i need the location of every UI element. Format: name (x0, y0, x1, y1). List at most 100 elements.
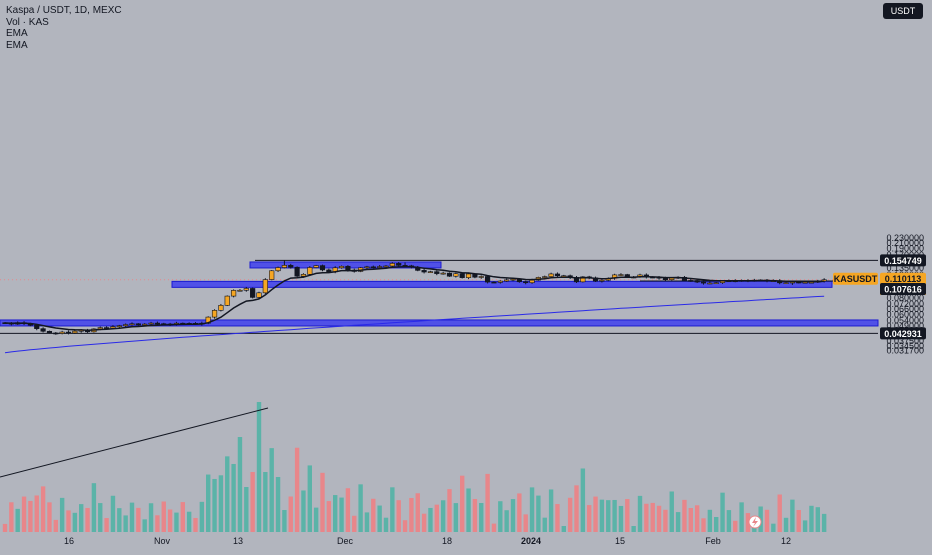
volume-bar (371, 498, 376, 532)
volume-bar (320, 472, 325, 532)
current-price-tag: 0.110113 (880, 272, 926, 285)
volume-bar (688, 508, 693, 532)
candle (504, 278, 510, 282)
legend-volume[interactable]: Vol · KAS (6, 16, 49, 28)
price-tick-label: 0.135000 (886, 263, 924, 273)
candle-body (465, 273, 472, 278)
price-tick-label: 0.060000 (886, 309, 924, 319)
candle (59, 330, 65, 335)
resistance-price-tag-bg (880, 254, 926, 267)
volume-bar (593, 496, 598, 532)
low-price-tag-bg (880, 327, 926, 340)
volume-bar (326, 501, 332, 532)
volume-bar (523, 514, 528, 532)
volume-bar (809, 505, 814, 532)
candle-body (53, 332, 59, 335)
volume-bar (669, 491, 674, 532)
volume-bar (783, 517, 789, 532)
volume-bar (218, 475, 224, 532)
time-tick-label: 12 (781, 536, 791, 546)
volume-bar (707, 509, 713, 532)
volume-bar (155, 515, 160, 532)
volume-bar (574, 485, 579, 532)
volume-bar (161, 501, 166, 532)
volume-bar (567, 497, 573, 532)
symbol-tag-text: KASUSDT (834, 274, 878, 284)
candle-body (110, 326, 116, 329)
volume-bar (656, 505, 662, 532)
symbol-tag: KASUSDT (833, 272, 878, 285)
ema-long-line (4, 295, 825, 354)
candle-body (529, 279, 535, 284)
candle (364, 265, 370, 270)
volume-bar (491, 523, 497, 532)
trend-line (0, 407, 269, 478)
candle-body (211, 310, 218, 318)
volume-bar (587, 505, 592, 532)
candle (65, 330, 72, 335)
candle (383, 265, 389, 268)
candle-body (377, 266, 383, 268)
candle (427, 270, 434, 273)
current-price-tag-text: 0.110113 (885, 274, 922, 284)
volume-bar (294, 447, 300, 532)
candle-body (148, 322, 154, 325)
candle (338, 265, 345, 269)
volume-bar (307, 465, 312, 532)
volume-bar (269, 448, 274, 532)
candle (269, 270, 275, 281)
volume-bar (72, 512, 78, 532)
candle-body (123, 324, 129, 326)
candle-body (46, 330, 53, 334)
candle-body (40, 328, 46, 332)
candle (224, 295, 230, 307)
volume-bar (250, 472, 255, 532)
volume-bar (447, 489, 452, 532)
candle-body (599, 279, 605, 282)
candle (783, 281, 789, 284)
candle (256, 291, 262, 299)
volume-bar (720, 492, 725, 532)
volume-bar (390, 487, 395, 532)
volume-bar (726, 510, 732, 532)
volume-bar (225, 456, 230, 532)
candle (231, 289, 237, 298)
legend-symbol[interactable]: Kaspa / USDT, 1D, MEXC (6, 5, 122, 16)
volume-bar (675, 512, 681, 532)
volume-bar (91, 483, 97, 532)
candle-body (364, 266, 370, 269)
support-price-tag-text: 0.107616 (884, 285, 922, 295)
candle (446, 272, 453, 277)
volume-bar (313, 507, 319, 532)
candle (40, 327, 46, 333)
current-price-tag-bg (880, 272, 926, 285)
candle (453, 272, 459, 278)
volume-bar (821, 513, 827, 532)
legend-ema-2[interactable]: EMA (6, 39, 28, 51)
candle-body (326, 269, 332, 273)
volume-bar (117, 508, 122, 532)
time-tick-label: Feb (705, 536, 721, 546)
volume-bar (193, 517, 198, 532)
candle-body (478, 276, 484, 278)
candle (491, 281, 497, 284)
candle-body (218, 305, 224, 311)
volume-bar (148, 503, 154, 532)
candle-body (396, 263, 402, 266)
volume-bar (802, 520, 808, 532)
candle-body (421, 270, 427, 273)
candle (72, 330, 78, 334)
volume-bar (364, 512, 370, 532)
volume-bar (34, 495, 39, 532)
volume-bar (79, 504, 84, 532)
volume-bar (47, 502, 52, 532)
flash-icon[interactable] (748, 515, 762, 529)
legend-ema-1[interactable]: EMA (6, 28, 28, 39)
currency-button[interactable]: USDT (883, 3, 923, 19)
volume-bar (110, 495, 116, 532)
candle (713, 281, 719, 284)
price-tick-label: 0.031700 (886, 346, 924, 356)
volume-bar (59, 497, 65, 532)
